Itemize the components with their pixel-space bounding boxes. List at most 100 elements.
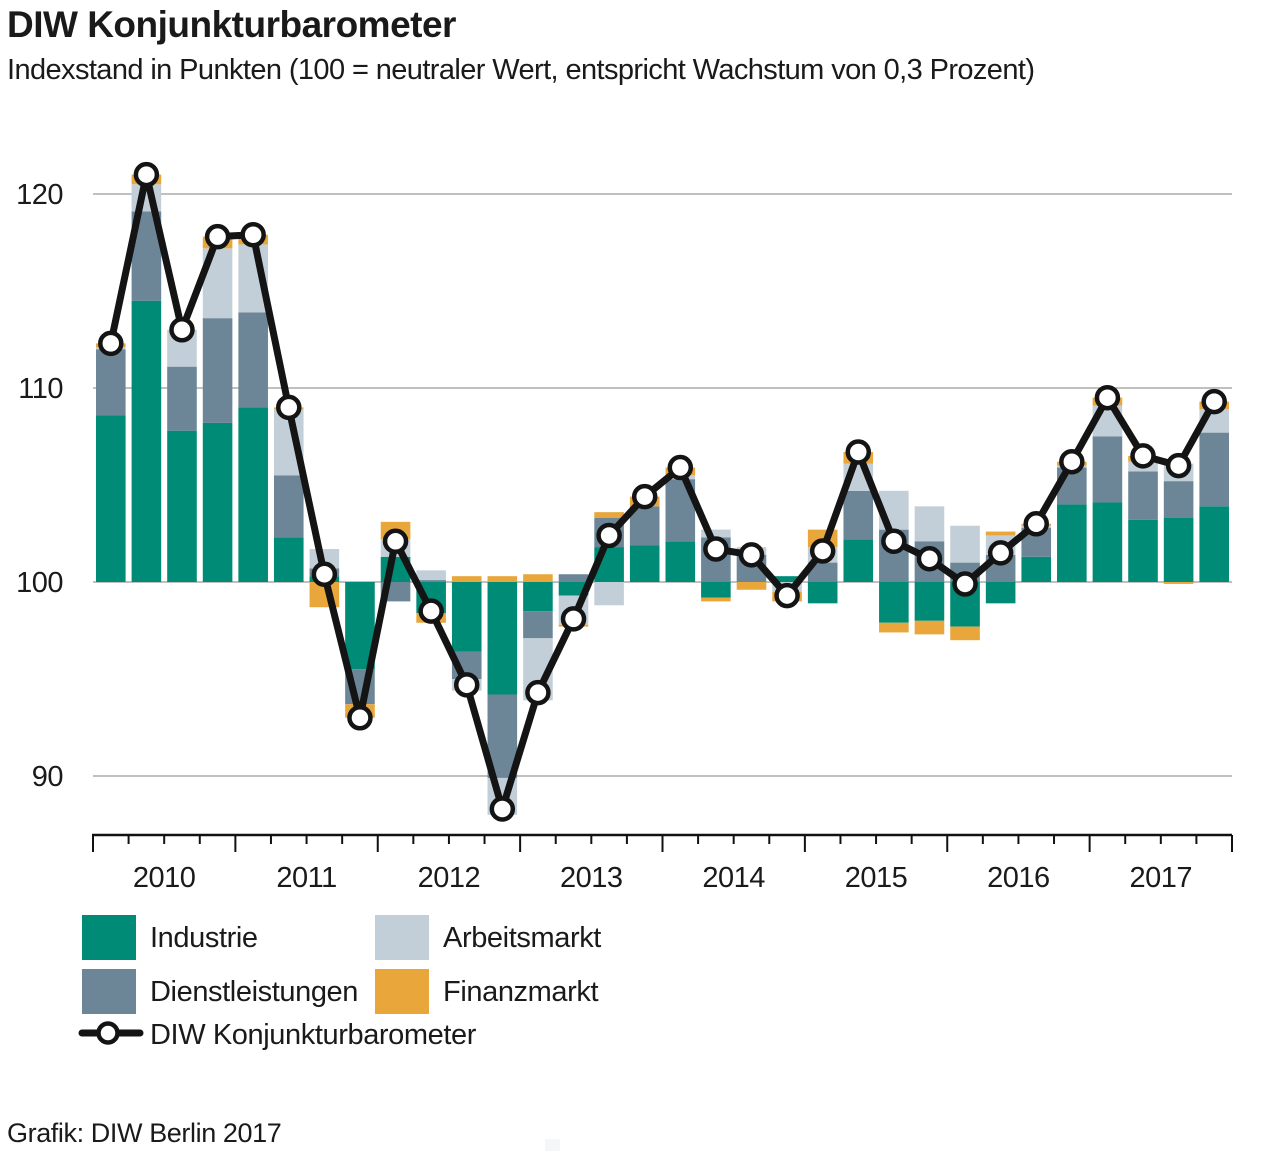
bar-segment-finanzmarkt-2016-Q2 — [985, 531, 1016, 536]
legend-label-dienstleistungen: Dienstleistungen — [150, 976, 359, 1008]
bar-segment-dienstleistungen-2017-Q1 — [1092, 436, 1123, 503]
line-marker-2016-Q2 — [987, 540, 1014, 566]
bar-segment-finanzmarkt-2012-Q3 — [451, 576, 482, 582]
source-credit: Grafik: DIW Berlin 2017 — [7, 1118, 282, 1148]
bar-segment-dienstleistungen-2017-Q3 — [1163, 481, 1194, 518]
bar-segment-dienstleistungen-2017-Q4 — [1199, 432, 1229, 507]
line-marker-2013-Q4 — [631, 483, 658, 510]
bar-segment-industrie-2015-Q1 — [807, 582, 838, 604]
line-marker-2013-Q1 — [525, 679, 551, 706]
x-year-label-2010: 2010 — [133, 862, 196, 894]
legend-line-marker-icon — [78, 1021, 144, 1045]
line-marker-2015-Q1 — [809, 538, 836, 564]
line-marker-2016-Q1 — [952, 571, 978, 597]
line-marker-2014-Q4 — [774, 582, 800, 609]
bar-segment-dienstleistungen-2013-Q4 — [629, 506, 660, 546]
page-subtitle: Indexstand in Punkten (100 = neutraler W… — [7, 54, 1035, 86]
bar-segment-industrie-2013-Q4 — [629, 545, 660, 582]
bar-segment-industrie-2012-Q4 — [487, 582, 518, 695]
x-year-label-2011: 2011 — [276, 862, 336, 894]
bar-segment-dienstleistungen-2011-Q1 — [238, 312, 268, 408]
legend-swatch-industrie — [82, 915, 136, 960]
bar-segment-finanzmarkt-2014-Q2 — [701, 597, 731, 602]
bar-segment-industrie-2015-Q3 — [879, 582, 909, 623]
line-marker-2013-Q3 — [596, 522, 622, 549]
bar-segment-arbeitsmarkt-2013-Q3 — [594, 582, 624, 606]
bar-segment-industrie-2014-Q2 — [701, 582, 731, 598]
combo-chart: 90 100 110 120 2010 2011 2012 2013 2014 2015 2016 2… — [16, 161, 1233, 894]
bar-segment-industrie-2014-Q4 — [772, 576, 802, 582]
line-marker-2012-Q4 — [489, 796, 516, 822]
legend-label-finanzmarkt: Finanzmarkt — [443, 976, 599, 1008]
bar-segment-dienstleistungen-2015-Q1 — [807, 562, 838, 582]
line-marker-2017-Q3 — [1165, 452, 1192, 479]
bar-segment-finanzmarkt-2014-Q3 — [736, 582, 767, 590]
line-marker-2016-Q3 — [1023, 511, 1049, 537]
line-marker-2017-Q2 — [1130, 443, 1156, 469]
bar-segment-industrie-2017-Q2 — [1128, 519, 1158, 582]
line-marker-2011-Q4 — [347, 705, 373, 731]
bar-segment-dienstleistungen-2012-Q2 — [416, 580, 446, 582]
bar-segment-dienstleistungen-2010-Q4 — [202, 318, 233, 423]
bar-segment-arbeitsmarkt-2012-Q2 — [416, 570, 446, 581]
line-marker-2013-Q2 — [560, 606, 587, 632]
bar-segment-dienstleistungen-2013-Q1 — [523, 611, 553, 639]
x-year-label-2017: 2017 — [1130, 862, 1193, 894]
bar-segment-industrie-2017-Q3 — [1163, 517, 1194, 582]
bar-segment-industrie-2016-Q3 — [1021, 556, 1052, 582]
bar-segment-industrie-2016-Q2 — [985, 582, 1016, 604]
line-marker-2014-Q2 — [703, 536, 729, 562]
bar-segment-dienstleistungen-2010-Q1 — [96, 349, 126, 416]
x-year-label-2014: 2014 — [702, 862, 765, 894]
x-year-label-2015: 2015 — [845, 862, 908, 894]
bar-segment-industrie-2010-Q2 — [131, 300, 162, 582]
bar-segment-arbeitsmarkt-2016-Q1 — [950, 525, 980, 563]
bar-segment-industrie-2011-Q2 — [273, 537, 304, 582]
bar-segment-dienstleistungen-2013-Q2 — [558, 574, 589, 582]
line-marker-2010-Q2 — [133, 161, 160, 188]
bottom-edge-artifact — [545, 1139, 560, 1151]
bar-segment-dienstleistungen-2015-Q2 — [843, 490, 874, 540]
line-marker-2010-Q1 — [98, 330, 124, 357]
bar-segment-industrie-2012-Q3 — [451, 582, 482, 652]
legend-swatch-finanzmarkt — [375, 969, 429, 1014]
legend-label-industrie: Industrie — [150, 922, 258, 954]
bar-segment-industrie-2017-Q1 — [1092, 502, 1123, 582]
line-marker-2012-Q3 — [453, 672, 480, 698]
line-marker-2011-Q3 — [311, 561, 338, 587]
legend-swatch-arbeitsmarkt — [375, 915, 429, 960]
bar-segment-industrie-2010-Q1 — [96, 415, 126, 582]
bar-segment-finanzmarkt-2012-Q4 — [487, 576, 518, 582]
line-marker-2012-Q2 — [418, 598, 444, 624]
bar-segment-arbeitsmarkt-2015-Q4 — [914, 506, 945, 542]
line-marker-2015-Q2 — [845, 439, 872, 465]
line-marker-2011-Q1 — [240, 221, 266, 248]
bar-segment-finanzmarkt-2013-Q1 — [523, 574, 553, 582]
bar-segment-finanzmarkt-2015-Q3 — [879, 622, 909, 633]
legend-label-barometer-line: DIW Konjunkturbarometer — [150, 1019, 477, 1051]
bar-segment-industrie-2013-Q2 — [558, 582, 589, 596]
bar-segment-finanzmarkt-2017-Q3 — [1163, 582, 1194, 584]
x-year-label-2013: 2013 — [560, 862, 623, 894]
line-marker-2011-Q2 — [276, 394, 302, 421]
y-tick-label-90: 90 — [32, 761, 63, 793]
line-marker-2017-Q4 — [1201, 388, 1227, 415]
bar-segment-industrie-2010-Q4 — [202, 422, 233, 582]
bar-segment-finanzmarkt-2016-Q1 — [950, 626, 980, 641]
line-marker-2014-Q1 — [667, 454, 694, 481]
line-marker-2016-Q4 — [1059, 448, 1085, 475]
bar-segment-industrie-2017-Q4 — [1199, 506, 1229, 582]
line-marker-2010-Q4 — [204, 223, 231, 250]
bar-segment-finanzmarkt-2015-Q4 — [914, 620, 945, 635]
bar-segment-industrie-2014-Q1 — [665, 541, 696, 582]
line-marker-2012-Q1 — [382, 528, 409, 555]
x-year-label-2012: 2012 — [418, 862, 481, 894]
x-year-label-2016: 2016 — [987, 862, 1050, 894]
y-tick-label-120: 120 — [16, 179, 63, 211]
bar-segment-finanzmarkt-2013-Q3 — [594, 512, 624, 518]
line-marker-2010-Q3 — [169, 317, 195, 343]
line-marker-2014-Q3 — [738, 542, 765, 568]
line-marker-2017-Q1 — [1094, 384, 1121, 411]
bar-segment-industrie-2013-Q1 — [523, 582, 553, 612]
